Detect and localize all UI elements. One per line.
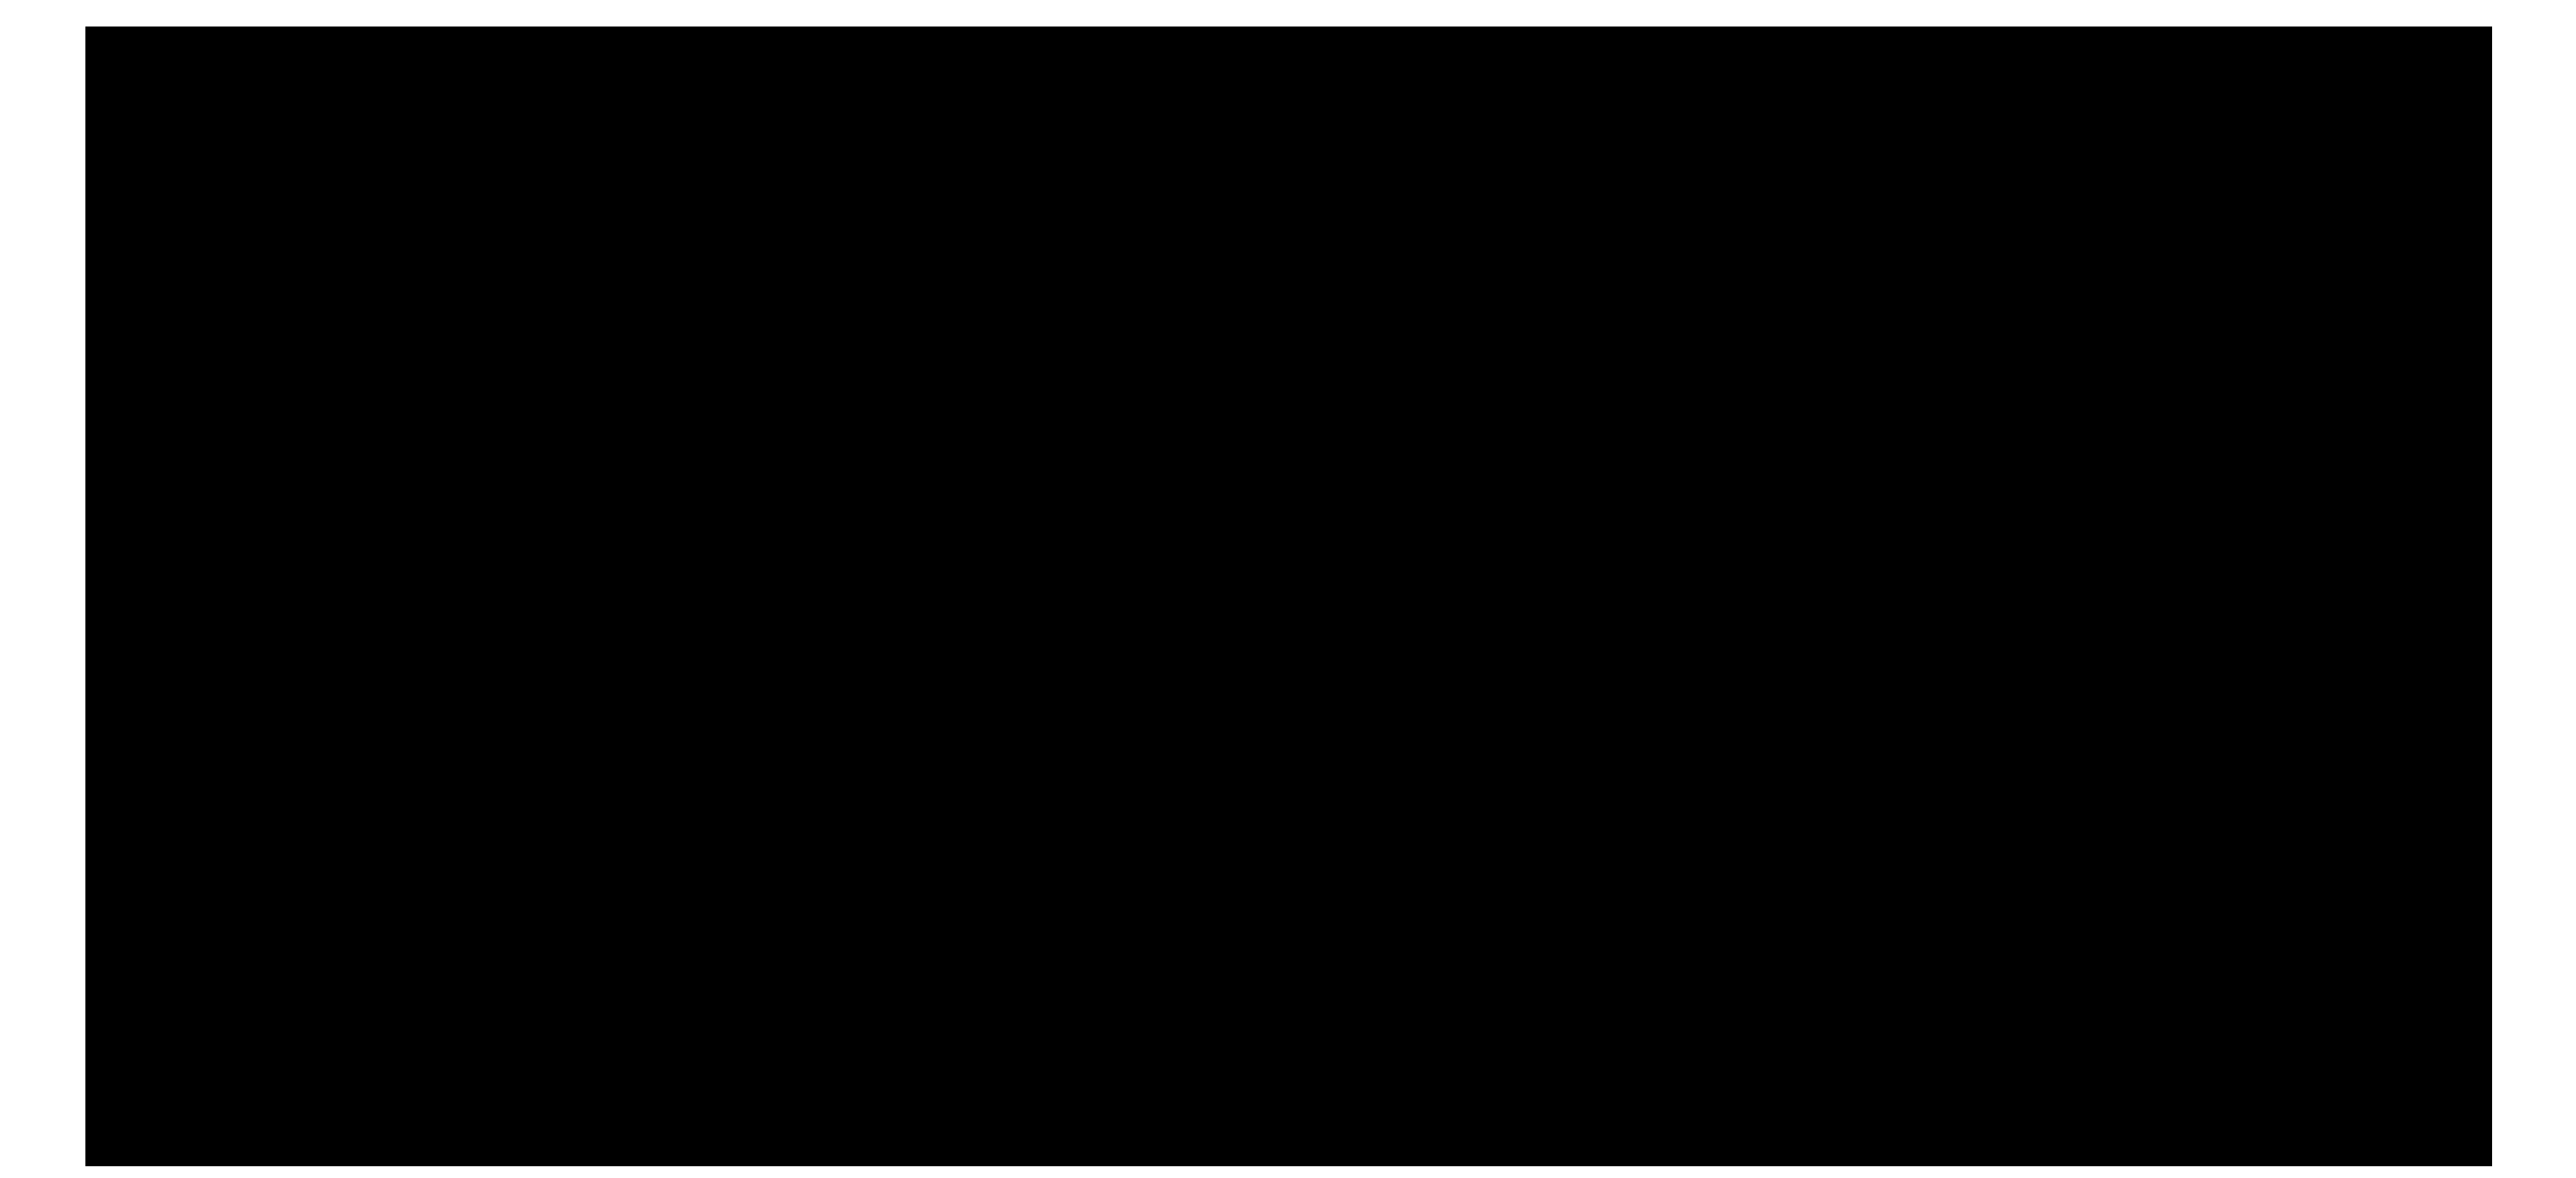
word-cloud-canvas [85, 27, 2492, 1166]
word-cloud [85, 27, 2492, 1166]
